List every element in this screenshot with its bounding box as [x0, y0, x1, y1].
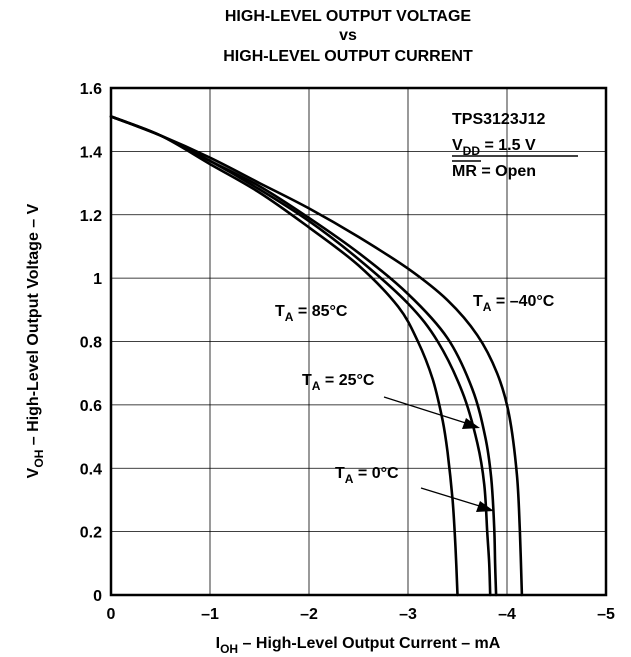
vdd-label: VDD = 1.5 V	[452, 137, 536, 158]
label-85c: TA = 85°C	[275, 303, 348, 324]
y-tick-label: 0	[93, 588, 102, 605]
y-axis-label: VOH – High-Level Output Voltage – V	[25, 203, 46, 478]
label-n40c: TA = –40°C	[473, 293, 555, 314]
x-tick-label: –1	[201, 606, 219, 623]
y-axis-ticks: 0 0.2 0.4 0.6 0.8 1 1.2 1.4 1.6	[80, 81, 102, 605]
series-line-3	[109, 115, 524, 597]
arrowhead-25c	[462, 418, 480, 429]
label-0c: TA = 0°C	[335, 465, 399, 486]
y-tick-label: 0.4	[80, 461, 102, 478]
x-tick-label: –5	[597, 606, 615, 623]
series-line-0	[109, 115, 459, 597]
x-axis-ticks: 0 –1 –2 –3 –4 –5	[107, 606, 615, 623]
x-tick-label: –2	[300, 606, 318, 623]
y-tick-label: 1.4	[80, 144, 102, 161]
legend-box: TPS3123J12 VDD = 1.5 V MR = Open	[452, 111, 578, 180]
y-tick-label: 1	[93, 271, 102, 288]
series-labels: TA = 85°C TA = –40°C TA = 25°C TA = 0°C	[275, 293, 555, 512]
mr-label: MR = Open	[452, 163, 536, 180]
series-line-1	[109, 115, 492, 597]
plot-frame	[109, 86, 608, 597]
device-label: TPS3123J12	[452, 111, 546, 128]
title-line-3: HIGH-LEVEL OUTPUT CURRENT	[223, 48, 473, 65]
series-lines	[109, 115, 524, 597]
chart-title: HIGH-LEVEL OUTPUT VOLTAGE vs HIGH-LEVEL …	[223, 8, 473, 65]
x-tick-label: –4	[498, 606, 516, 623]
pointer-0c	[420, 487, 487, 509]
x-tick-label: –3	[399, 606, 417, 623]
label-25c: TA = 25°C	[302, 372, 375, 393]
y-tick-label: 1.6	[80, 81, 102, 98]
pointer-25c	[383, 396, 473, 426]
title-line-1: HIGH-LEVEL OUTPUT VOLTAGE	[225, 8, 472, 25]
arrowhead-0c	[476, 501, 494, 512]
x-tick-label: 0	[107, 606, 116, 623]
title-line-2: vs	[339, 27, 357, 44]
y-tick-label: 0.6	[80, 398, 102, 415]
y-tick-label: 1.2	[80, 208, 102, 225]
y-tick-label: 0.2	[80, 525, 102, 542]
y-tick-label: 0.8	[80, 335, 102, 352]
x-axis-label: IOH – High-Level Output Current – mA	[216, 635, 501, 656]
series-line-2	[109, 115, 498, 597]
